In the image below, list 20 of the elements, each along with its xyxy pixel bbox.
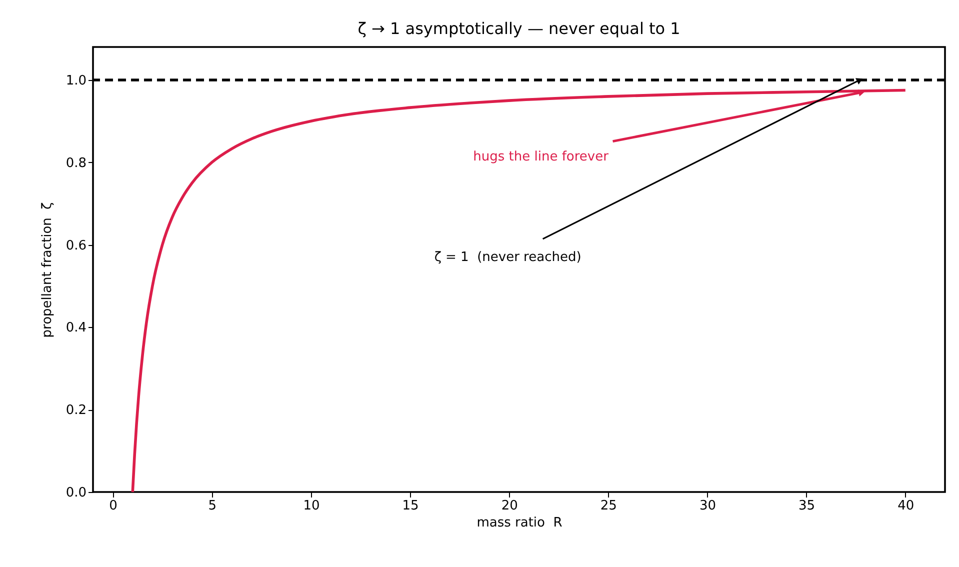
x-tick-label: 30 (699, 498, 716, 514)
y-tick-label: 0.2 (66, 403, 86, 418)
annotation: ζ = 1 (never reached) (434, 250, 582, 265)
y-axis-title: propellant fraction ζ (40, 202, 55, 338)
x-tick-label: 25 (600, 498, 617, 514)
y-tick-label: 0.8 (66, 156, 86, 171)
x-tick-label: 40 (898, 498, 914, 514)
x-tick-label: 10 (303, 498, 320, 514)
y-tick-label: 1.0 (66, 73, 86, 88)
y-tick-label: 0.4 (66, 320, 86, 336)
x-tick-label: 0 (109, 498, 118, 514)
y-tick-label: 0.0 (66, 486, 86, 500)
chart-title: ζ → 1 asymptotically — never equal to 1 (358, 19, 680, 38)
x-tick-label: 20 (501, 498, 518, 514)
x-tick-label: 5 (208, 498, 217, 514)
x-axis-title: mass ratio R (476, 516, 562, 530)
x-tick-label: 35 (798, 498, 816, 514)
x-tick-label: 15 (402, 498, 419, 514)
annotation: hugs the line forever (473, 149, 610, 164)
y-tick-label: 0.6 (66, 238, 86, 254)
